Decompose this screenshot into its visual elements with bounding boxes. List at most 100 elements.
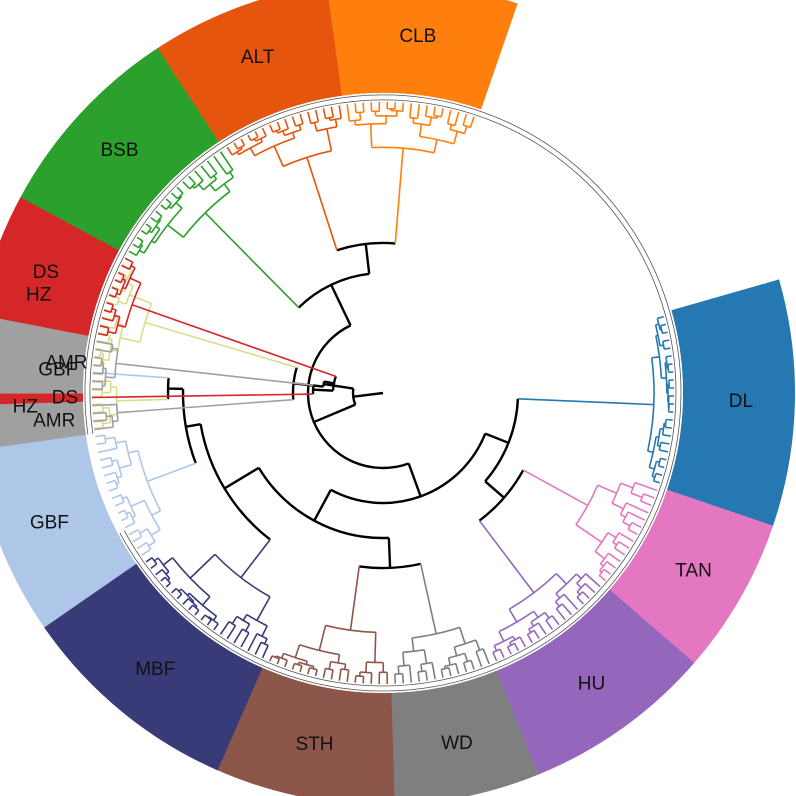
branch-line <box>106 479 116 485</box>
branch-line <box>109 413 118 417</box>
branch-line <box>188 175 196 185</box>
branch-line <box>394 148 404 244</box>
branch-line <box>144 321 297 369</box>
branch-line <box>453 646 458 657</box>
branch-line <box>330 106 334 118</box>
branch-line <box>94 426 114 431</box>
branch-line <box>387 537 392 568</box>
tip-rings <box>84 94 682 692</box>
branch-line <box>499 648 505 659</box>
clade-sector-tan <box>609 489 774 664</box>
branch-line <box>537 622 547 635</box>
branch-arc <box>128 261 134 270</box>
clade-label-gbf2: GBF <box>38 360 77 381</box>
clade-label-alt: ALT <box>241 47 275 68</box>
branch-line <box>240 632 250 648</box>
branch-line <box>545 619 554 630</box>
branch-line <box>402 652 405 666</box>
branch-line <box>555 593 561 599</box>
branch-line <box>247 633 258 652</box>
clade-sector-ds2 <box>0 393 84 405</box>
branch-line <box>359 112 362 121</box>
branch-line <box>124 521 136 529</box>
branch-line <box>114 314 120 318</box>
branch-arc <box>105 412 108 421</box>
branch-line <box>132 535 143 543</box>
branch-line <box>420 664 423 672</box>
clade-sector-mbf <box>44 563 263 771</box>
branch-line <box>401 102 405 112</box>
branch-line <box>440 669 444 678</box>
branch-line <box>107 330 116 335</box>
branch-arc <box>101 353 105 366</box>
branch-line <box>666 418 673 421</box>
branch-arc <box>124 267 136 290</box>
branch-arc <box>330 433 487 505</box>
branch-line <box>640 500 652 507</box>
branch-line <box>555 573 568 585</box>
branch-line <box>99 325 109 329</box>
branch-arc <box>664 419 667 428</box>
branch-arc <box>425 115 438 120</box>
branch-line <box>662 434 671 437</box>
branch-line <box>136 541 147 550</box>
branch-arc <box>441 666 450 671</box>
branch-arc <box>454 639 477 648</box>
branch-line <box>138 249 145 254</box>
branch-line <box>448 667 452 677</box>
branch-line <box>117 398 294 414</box>
clade-label-hz1: HZ <box>26 284 52 305</box>
branch-line <box>665 426 672 429</box>
branch-line <box>160 576 166 582</box>
branch-line <box>229 171 235 178</box>
branch-line <box>115 440 126 444</box>
branch-line <box>462 113 468 126</box>
branch-line <box>165 198 172 205</box>
clade-labels: DLTANHUWDSTHMBFGBFHZGBFHZAMRDSAMRDSBSBAL… <box>13 26 753 755</box>
branch-line <box>104 308 116 314</box>
branch-arc <box>107 335 111 343</box>
branch-arc <box>336 241 396 252</box>
branch-arc <box>391 109 403 112</box>
branch-line <box>175 202 183 209</box>
branch-line <box>105 376 115 379</box>
branch-line <box>148 540 156 547</box>
branch-line <box>606 560 616 569</box>
clade-sector-hu <box>496 589 695 775</box>
branch-arc <box>648 436 657 468</box>
branch-line <box>449 124 453 130</box>
branch-line <box>440 108 444 118</box>
branch-line <box>620 513 626 518</box>
branch-arc <box>100 358 103 367</box>
branch-arc <box>554 593 565 603</box>
branch-arc <box>656 318 661 331</box>
branch-line <box>662 339 670 343</box>
branch-line <box>130 499 145 508</box>
branch-line <box>482 648 490 665</box>
branch-line <box>508 608 518 623</box>
branch-line <box>212 615 218 621</box>
branch-line <box>432 106 436 116</box>
branch-arc <box>613 541 620 549</box>
tree-branches <box>92 102 674 684</box>
branch-line <box>96 340 113 346</box>
branch-arc <box>114 472 120 484</box>
branch-line <box>291 132 296 139</box>
branch-line <box>101 464 113 469</box>
branch-line <box>109 293 120 299</box>
branch-line <box>263 638 268 645</box>
branch-line <box>463 126 468 134</box>
branch-line <box>282 130 286 136</box>
branch-line <box>269 124 274 133</box>
branch-line <box>119 464 132 469</box>
branch-line <box>314 669 318 677</box>
branch-line <box>284 659 288 668</box>
branch-arc <box>366 661 384 664</box>
branch-line <box>533 610 539 618</box>
branch-line <box>462 662 468 673</box>
branch-line <box>647 450 654 454</box>
branch-line <box>374 632 377 663</box>
branch-line <box>128 449 139 454</box>
branch-line <box>94 356 102 360</box>
branch-line <box>226 146 233 156</box>
